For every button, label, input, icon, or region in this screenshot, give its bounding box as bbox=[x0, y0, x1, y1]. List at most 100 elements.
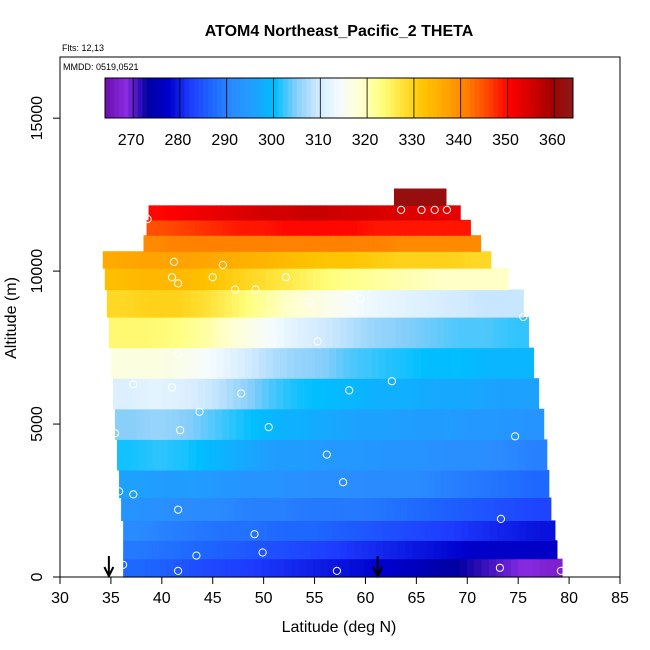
field-cell bbox=[413, 251, 421, 269]
field-cell bbox=[169, 289, 177, 318]
field-cell bbox=[277, 251, 285, 269]
field-cell bbox=[222, 408, 230, 440]
field-cell bbox=[123, 540, 131, 560]
sample-point bbox=[174, 566, 183, 576]
field-cell bbox=[322, 408, 330, 440]
field-cell bbox=[391, 469, 399, 499]
field-cell bbox=[259, 289, 268, 318]
sample-point bbox=[231, 285, 240, 294]
field-cell bbox=[217, 439, 226, 471]
field-cell bbox=[329, 408, 338, 440]
field-cell bbox=[351, 219, 358, 236]
field-cell bbox=[373, 268, 381, 291]
field-cell bbox=[539, 439, 548, 471]
field-cell bbox=[328, 235, 336, 252]
field-cell bbox=[527, 540, 536, 560]
field-cell bbox=[430, 317, 439, 349]
field-cell bbox=[524, 378, 533, 410]
colorbar-segment bbox=[193, 78, 200, 118]
field-cell bbox=[231, 289, 240, 318]
field-cell bbox=[444, 188, 446, 206]
field-cell bbox=[159, 439, 168, 471]
field-cell bbox=[412, 469, 421, 499]
field-cell bbox=[409, 317, 418, 349]
colorbar-segment bbox=[479, 78, 485, 118]
x-tick-label: 80 bbox=[560, 590, 578, 607]
field-cell bbox=[195, 205, 202, 221]
field-cell bbox=[373, 235, 381, 252]
field-cell bbox=[429, 235, 437, 252]
field-cell bbox=[159, 520, 167, 541]
field-cell bbox=[135, 251, 143, 269]
field-cell bbox=[245, 251, 253, 269]
colorbar-tick-label: 340 bbox=[445, 132, 472, 149]
field-cell bbox=[319, 268, 328, 291]
field-cell bbox=[176, 289, 184, 318]
field-cell bbox=[204, 469, 213, 499]
field-cell bbox=[532, 558, 541, 578]
field-cell bbox=[205, 219, 212, 236]
field-cell bbox=[367, 251, 375, 269]
field-cell bbox=[115, 251, 123, 269]
field-cell bbox=[413, 188, 416, 206]
field-cell bbox=[265, 219, 272, 236]
x-axis: 30 35 40 45 50 55 60 65 70 75 80 85 bbox=[51, 577, 629, 607]
x-tick-label: 30 bbox=[51, 590, 69, 607]
field-cell bbox=[143, 235, 150, 252]
field-cell bbox=[139, 347, 147, 379]
field-cell bbox=[484, 347, 492, 379]
field-cell bbox=[517, 378, 525, 410]
field-cell bbox=[197, 289, 205, 318]
field-cell bbox=[549, 540, 558, 560]
field-cell bbox=[393, 408, 402, 440]
field-cell bbox=[131, 268, 139, 291]
field-cell bbox=[487, 268, 496, 291]
field-cell bbox=[448, 347, 457, 379]
field-cell bbox=[491, 540, 500, 560]
field-cell bbox=[429, 497, 437, 522]
sample-point bbox=[218, 260, 227, 270]
field-cell bbox=[441, 188, 444, 206]
colorbar-segment bbox=[114, 78, 120, 118]
field-cell bbox=[504, 520, 513, 541]
field-cell bbox=[210, 235, 218, 252]
sample-point bbox=[356, 294, 365, 303]
colorbar-segment bbox=[484, 78, 490, 118]
field-cell bbox=[411, 188, 413, 206]
field-cell bbox=[376, 540, 384, 560]
field-cell bbox=[400, 268, 408, 291]
field-cell bbox=[227, 317, 236, 349]
field-cell bbox=[210, 439, 218, 471]
field-cell bbox=[418, 235, 425, 252]
field-cell bbox=[339, 439, 347, 471]
field-cell bbox=[247, 378, 256, 410]
colorbar-segment bbox=[137, 78, 143, 118]
field-cell bbox=[209, 520, 218, 541]
field-cell bbox=[262, 317, 271, 349]
field-cell bbox=[291, 558, 300, 578]
field-cell bbox=[190, 469, 199, 499]
field-cell bbox=[357, 408, 366, 440]
field-cell bbox=[343, 347, 351, 379]
field-cell bbox=[426, 289, 434, 318]
field-cell bbox=[186, 251, 194, 269]
field-cell bbox=[296, 251, 304, 269]
field-cell bbox=[195, 540, 204, 560]
field-cell bbox=[379, 558, 388, 578]
field-cell bbox=[204, 289, 212, 318]
field-cell bbox=[461, 520, 470, 541]
field-cell bbox=[389, 378, 398, 410]
field-cell bbox=[353, 268, 361, 291]
field-cell bbox=[416, 317, 425, 349]
field-cell bbox=[335, 251, 343, 269]
field-cell bbox=[413, 205, 420, 221]
field-cell bbox=[432, 439, 440, 471]
field-cell bbox=[457, 408, 466, 440]
field-cell bbox=[174, 558, 183, 578]
field-cell bbox=[202, 540, 211, 560]
field-cell bbox=[338, 520, 347, 541]
field-cell bbox=[351, 205, 357, 221]
field-cell bbox=[408, 188, 411, 206]
sample-point bbox=[556, 566, 566, 576]
field-cell bbox=[271, 497, 280, 522]
